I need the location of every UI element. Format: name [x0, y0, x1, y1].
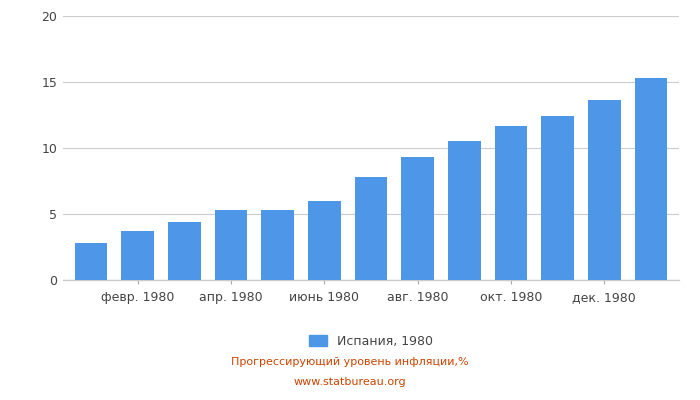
- Bar: [215, 210, 247, 280]
- Bar: [588, 100, 621, 280]
- Bar: [75, 243, 107, 280]
- Bar: [401, 157, 434, 280]
- Bar: [448, 141, 481, 280]
- Bar: [541, 116, 574, 280]
- Bar: [261, 210, 294, 280]
- Bar: [495, 126, 527, 280]
- Bar: [308, 201, 341, 280]
- Text: www.statbureau.org: www.statbureau.org: [294, 377, 406, 387]
- Legend: Испания, 1980: Испания, 1980: [304, 330, 438, 353]
- Bar: [635, 78, 667, 280]
- Bar: [168, 222, 201, 280]
- Bar: [355, 177, 387, 280]
- Text: Прогрессирующий уровень инфляции,%: Прогрессирующий уровень инфляции,%: [231, 357, 469, 367]
- Bar: [121, 231, 154, 280]
